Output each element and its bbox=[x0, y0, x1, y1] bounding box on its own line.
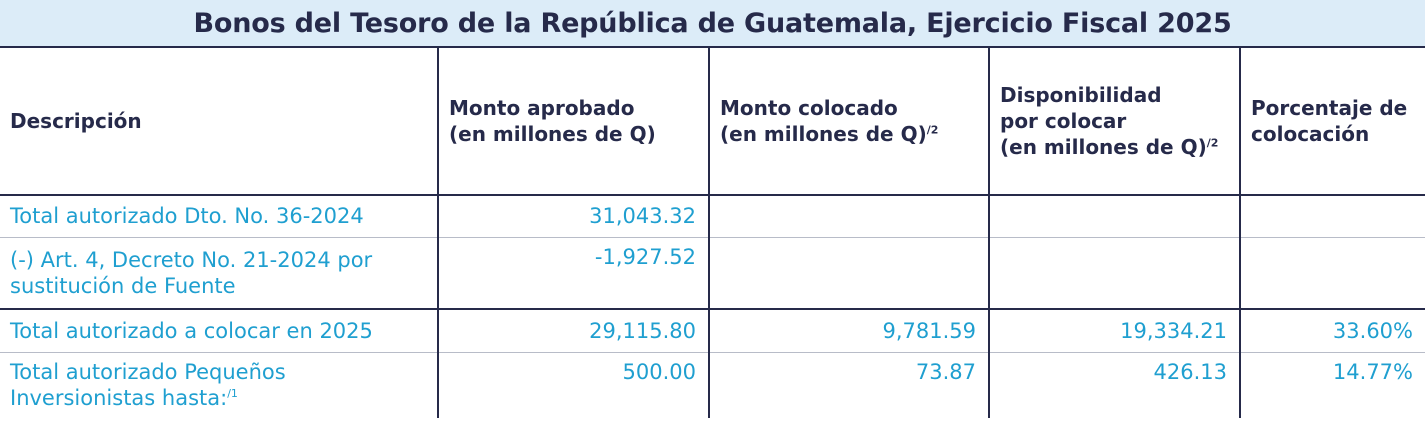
row-monto-aprobado: -1,927.52 bbox=[437, 237, 709, 310]
row-disponibilidad: 426.13 bbox=[988, 352, 1240, 418]
header-disponibilidad-note: /2 bbox=[1206, 136, 1219, 150]
row-monto-colocado bbox=[708, 237, 989, 310]
row-monto-colocado: 9,781.59 bbox=[708, 309, 989, 353]
header-row: Descripción Monto aprobado (en millones … bbox=[0, 48, 1425, 196]
row-monto-aprobado: 29,115.80 bbox=[437, 309, 709, 353]
header-disponibilidad: Disponibilidad por colocar (en millones … bbox=[988, 48, 1240, 196]
table-row: Total autorizado Pequeños Inversionistas… bbox=[0, 352, 1425, 418]
header-monto-colocado-note: /2 bbox=[926, 123, 939, 137]
header-porcentaje: Porcentaje de colocación bbox=[1239, 48, 1425, 196]
row-descripcion-line1: (-) Art. 4, Decreto No. 21-2024 por bbox=[10, 247, 373, 272]
row-disponibilidad bbox=[988, 237, 1240, 310]
header-porcentaje-line2: colocación bbox=[1251, 122, 1370, 146]
table-row: (-) Art. 4, Decreto No. 21-2024 por sust… bbox=[0, 237, 1425, 310]
header-porcentaje-line1: Porcentaje de bbox=[1251, 96, 1408, 120]
row-monto-aprobado: 500.00 bbox=[437, 352, 709, 418]
row-porcentaje: 33.60% bbox=[1239, 309, 1425, 353]
header-disponibilidad-line2: por colocar bbox=[1000, 109, 1127, 133]
header-descripcion: Descripción bbox=[0, 48, 438, 196]
row-descripcion: Total autorizado a colocar en 2025 bbox=[0, 309, 438, 353]
header-disponibilidad-line3: (en millones de Q) bbox=[1000, 135, 1207, 159]
header-monto-colocado: Monto colocado (en millones de Q)/2 bbox=[708, 48, 989, 196]
row-disponibilidad: 19,334.21 bbox=[988, 309, 1240, 353]
header-disponibilidad-line1: Disponibilidad bbox=[1000, 83, 1162, 107]
bonds-table: Descripción Monto aprobado (en millones … bbox=[0, 48, 1425, 418]
header-monto-aprobado: Monto aprobado (en millones de Q) bbox=[437, 48, 709, 196]
table-row: Total autorizado a colocar en 2025 29,11… bbox=[0, 309, 1425, 353]
row-monto-colocado: 73.87 bbox=[708, 352, 989, 418]
row-descripcion-line1: Total autorizado Pequeños bbox=[10, 359, 286, 384]
header-descripcion-label: Descripción bbox=[10, 109, 142, 133]
row-descripcion-note: /1 bbox=[227, 386, 238, 400]
row-porcentaje bbox=[1239, 237, 1425, 310]
row-monto-aprobado: 31,043.32 bbox=[437, 195, 709, 238]
row-descripcion-line2: sustitución de Fuente bbox=[10, 273, 236, 298]
header-monto-aprobado-line1: Monto aprobado bbox=[449, 96, 635, 120]
row-monto-colocado bbox=[708, 195, 989, 238]
header-monto-colocado-line1: Monto colocado bbox=[720, 96, 898, 120]
header-monto-aprobado-line2: (en millones de Q) bbox=[449, 122, 656, 146]
row-porcentaje: 14.77% bbox=[1239, 352, 1425, 418]
row-descripcion: Total autorizado Pequeños Inversionistas… bbox=[0, 352, 438, 418]
row-descripcion-line2: Inversionistas hasta: bbox=[10, 385, 228, 410]
row-porcentaje bbox=[1239, 195, 1425, 238]
row-descripcion: (-) Art. 4, Decreto No. 21-2024 por sust… bbox=[0, 237, 438, 310]
table-title-bar: Bonos del Tesoro de la República de Guat… bbox=[0, 0, 1425, 48]
row-descripcion: Total autorizado Dto. No. 36-2024 bbox=[0, 195, 438, 238]
table-title: Bonos del Tesoro de la República de Guat… bbox=[193, 7, 1232, 39]
row-disponibilidad bbox=[988, 195, 1240, 238]
table-row: Total autorizado Dto. No. 36-2024 31,043… bbox=[0, 195, 1425, 238]
header-monto-colocado-line2: (en millones de Q) bbox=[720, 122, 927, 146]
